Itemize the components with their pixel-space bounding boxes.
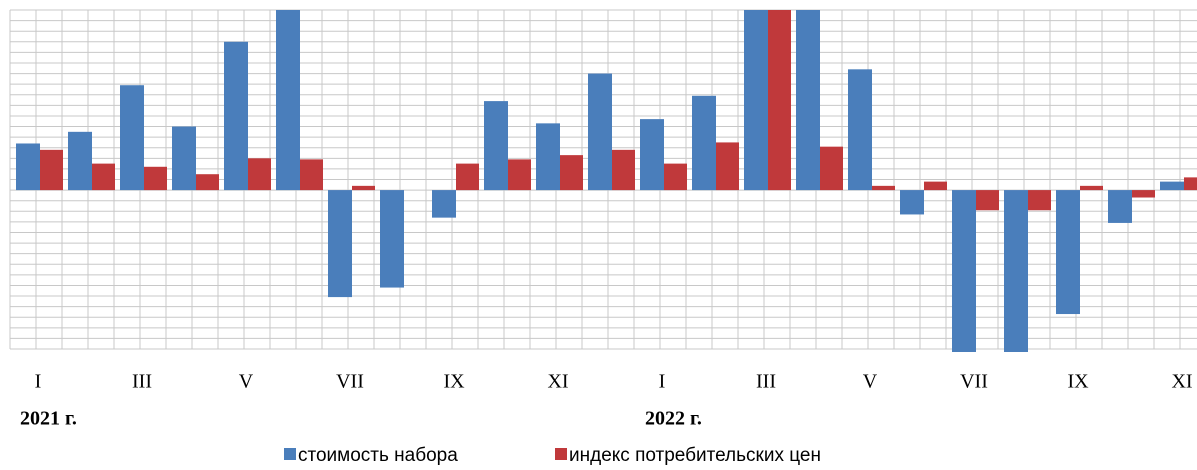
bar xyxy=(820,146,843,191)
bar xyxy=(508,159,531,191)
bar xyxy=(172,126,196,191)
bar xyxy=(456,163,479,191)
bar xyxy=(976,190,999,211)
x-tick-label: IX xyxy=(1067,371,1089,393)
bar xyxy=(1056,190,1080,315)
bar xyxy=(872,185,895,191)
bar xyxy=(68,131,92,191)
bar xyxy=(1080,185,1103,191)
bar xyxy=(196,174,219,191)
x-tick-label: XI xyxy=(547,371,568,393)
bar xyxy=(612,149,635,191)
bar xyxy=(1004,190,1028,352)
bar xyxy=(276,10,300,191)
bar xyxy=(848,69,872,191)
bar xyxy=(952,190,976,352)
bar xyxy=(900,190,924,215)
bar xyxy=(536,123,560,191)
legend-swatch xyxy=(284,448,296,460)
x-tick-label: III xyxy=(132,371,152,393)
x-tick-label: I xyxy=(35,371,42,393)
legend-label: стоимость набора xyxy=(298,445,458,466)
bar xyxy=(560,155,583,191)
year-label: 2021 г. xyxy=(20,408,77,430)
bar xyxy=(1184,177,1197,191)
year-label: 2022 г. xyxy=(645,408,702,430)
x-tick-label: V xyxy=(863,371,878,393)
x-tick-label: XI xyxy=(1171,371,1192,393)
bar xyxy=(224,41,248,191)
bar xyxy=(380,190,404,288)
bars xyxy=(16,10,1197,352)
bar xyxy=(248,158,271,191)
bar xyxy=(120,85,144,191)
bar xyxy=(432,190,456,218)
x-tick-label: VII xyxy=(336,371,364,393)
bar xyxy=(796,10,820,191)
bar xyxy=(92,163,115,191)
x-tick-label: VII xyxy=(960,371,988,393)
bar xyxy=(588,73,612,191)
bar xyxy=(1160,181,1184,191)
bar xyxy=(1028,190,1051,211)
bar xyxy=(640,119,664,191)
bar xyxy=(716,142,739,191)
bar xyxy=(744,10,768,191)
x-tick-label: I xyxy=(659,371,666,393)
bar xyxy=(692,95,716,191)
x-tick-label: III xyxy=(756,371,776,393)
bar xyxy=(328,190,352,298)
bar xyxy=(40,149,63,191)
bar xyxy=(1132,190,1155,198)
bar xyxy=(924,181,947,191)
bar xyxy=(144,166,167,191)
bar xyxy=(1108,190,1132,223)
x-tick-label: V xyxy=(239,371,254,393)
bar xyxy=(484,101,508,191)
bar xyxy=(768,10,791,191)
bar xyxy=(16,143,40,191)
bar xyxy=(352,185,375,191)
bar xyxy=(664,163,687,191)
legend-swatch xyxy=(555,448,567,460)
x-tick-label: IX xyxy=(443,371,465,393)
legend-label: индекс потребительских цен xyxy=(569,445,821,466)
bar xyxy=(300,159,323,191)
